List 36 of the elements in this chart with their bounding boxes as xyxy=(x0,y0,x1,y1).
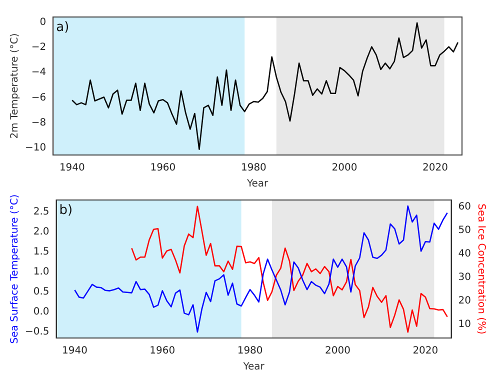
y-tick-label: 0.0 xyxy=(33,306,50,318)
y-tick-label: −4 xyxy=(31,67,46,78)
x-tick-label: 2000 xyxy=(332,162,358,174)
y2-tick-label: 10 xyxy=(458,319,472,330)
x-tick-label: 2020 xyxy=(422,162,448,174)
y-tick-label: 2.5 xyxy=(33,206,50,218)
y2-tick-label: 20 xyxy=(458,296,472,307)
y2-tick-label: 30 xyxy=(458,272,472,284)
y-axis-title: 2m Temperature (°C) xyxy=(10,33,21,139)
x-tick-label: 2000 xyxy=(325,346,350,357)
y-axis-title: Sea Surface Temperature (°C) xyxy=(10,194,21,344)
x-axis-title: Year xyxy=(242,362,266,373)
x-tick-label: 1960 xyxy=(150,346,176,357)
y-tick-label: −6 xyxy=(31,92,46,104)
annotation: b) xyxy=(59,202,73,218)
x-tick-label: 2020 xyxy=(412,346,438,357)
y-tick-label: 0 xyxy=(40,16,46,28)
x-tick-label: 1980 xyxy=(240,162,266,174)
y-tick-label: 1.5 xyxy=(33,246,50,258)
y2-tick-label: 60 xyxy=(458,202,472,213)
x-axis-title: Year xyxy=(246,178,270,190)
y2-tick-label: 40 xyxy=(458,248,472,260)
x-tick-label: 1960 xyxy=(150,162,176,174)
annotation: a) xyxy=(56,20,70,35)
x-tick-label: 1980 xyxy=(237,346,263,357)
y2-axis-title: Sea Ice Concentration (%) xyxy=(475,204,486,335)
y-tick-label: −8 xyxy=(31,118,46,129)
y-tick-label: 1.0 xyxy=(33,266,50,278)
x-tick-label: 1940 xyxy=(62,346,88,357)
y-tick-label: 2.0 xyxy=(33,226,50,238)
y-tick-label: −2 xyxy=(31,42,46,54)
y-tick-label: −10 xyxy=(24,142,46,154)
y-tick-label: 0.5 xyxy=(33,286,50,298)
x-tick-label: 1940 xyxy=(59,162,85,174)
y2-tick-label: 50 xyxy=(458,225,472,236)
y-tick-label: −0.5 xyxy=(24,326,50,338)
